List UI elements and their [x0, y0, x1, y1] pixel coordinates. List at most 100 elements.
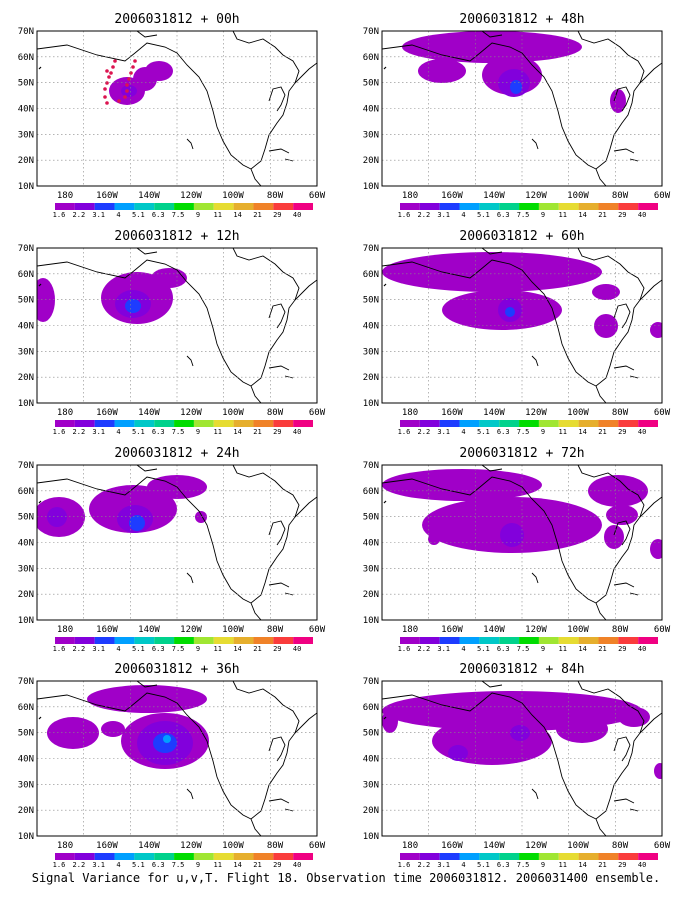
legend-label: 2.2 — [73, 645, 86, 653]
legend-label: 29 — [273, 861, 281, 869]
map-panel: 2006031812 + 84h 70N 60N 50N 40N 30N 20N 10N 180… — [363, 662, 671, 869]
map-frame — [36, 680, 318, 837]
lon-tick-label: 120W — [180, 408, 202, 418]
legend-label: 40 — [638, 428, 646, 436]
legend-swatch — [134, 853, 155, 860]
legend-swatch — [400, 853, 420, 860]
legend-swatch — [273, 637, 294, 644]
lon-tick-label: 180 — [402, 408, 418, 418]
legend-swatch — [459, 420, 480, 427]
legend-label: 11 — [559, 861, 567, 869]
variance-contour — [604, 525, 624, 549]
variance-contour — [650, 322, 662, 338]
legend-swatch — [55, 420, 75, 427]
variance-contour — [618, 707, 650, 727]
panel-title: 2006031812 + 84h — [459, 662, 584, 677]
lon-tick-label: 120W — [525, 625, 547, 635]
legend-swatch — [193, 420, 214, 427]
variance-contour — [382, 469, 542, 501]
legend-label: 3.1 — [92, 861, 105, 869]
legend-label: 14 — [578, 211, 586, 219]
lat-tick-label: 50N — [18, 79, 34, 89]
lat-tick-label: 30N — [363, 347, 379, 357]
legend-swatch — [419, 420, 440, 427]
legend-swatch — [273, 853, 294, 860]
lon-tick-label: 80W — [267, 408, 284, 418]
lon-tick-label: 60W — [309, 841, 326, 851]
legend-swatch — [439, 203, 460, 210]
lat-tick-label: 50N — [363, 79, 379, 89]
variance-contour — [121, 85, 137, 97]
variance-contour — [654, 763, 662, 779]
legend-label: 6.3 — [497, 211, 510, 219]
legend-label: 4 — [116, 211, 120, 219]
legend-swatch — [439, 420, 460, 427]
map-frame — [381, 247, 663, 404]
legend-swatch — [273, 420, 294, 427]
legend-swatch — [519, 203, 539, 210]
legend-label: 1.6 — [53, 861, 66, 869]
legend-label: 9 — [541, 861, 545, 869]
lon-tick-label: 180 — [402, 625, 418, 635]
lon-tick-label: 60W — [654, 841, 671, 851]
map-frame — [381, 464, 663, 621]
legend-label: 5.1 — [477, 428, 490, 436]
map-frame — [381, 30, 663, 187]
legend-swatch — [55, 637, 75, 644]
lat-tick-label: 30N — [363, 780, 379, 790]
legend-label: 29 — [273, 428, 281, 436]
lat-tick-label: 50N — [363, 513, 379, 523]
legend-label: 9 — [196, 428, 200, 436]
legend-swatch — [174, 637, 194, 644]
legend-swatch — [400, 637, 420, 644]
variance-contour — [382, 252, 602, 292]
legend-label: 5.1 — [477, 645, 490, 653]
legend-label: 6.3 — [152, 428, 165, 436]
legend-label: 9 — [196, 861, 200, 869]
legend-label: 40 — [293, 428, 301, 436]
figure-caption: Signal Variance for u,v,T. Flight 18. Ob… — [31, 871, 661, 885]
observation-point — [109, 71, 113, 75]
legend-label: 11 — [214, 428, 222, 436]
legend-swatch — [479, 203, 500, 210]
observation-point — [105, 81, 109, 85]
variance-contour — [418, 59, 466, 83]
lon-tick-label: 80W — [612, 408, 629, 418]
legend-swatch — [538, 853, 559, 860]
lat-tick-label: 40N — [18, 539, 34, 549]
legend-swatch — [578, 853, 599, 860]
legend-swatch — [134, 420, 155, 427]
legend-label: 7.5 — [517, 861, 530, 869]
lon-tick-label: 160W — [441, 408, 463, 418]
legend-label: 21 — [598, 645, 606, 653]
lat-tick-label: 40N — [363, 105, 379, 115]
lon-tick-label: 140W — [138, 625, 160, 635]
legend-label: 5.1 — [132, 428, 145, 436]
lat-tick-label: 10N — [18, 182, 34, 192]
observation-point — [105, 101, 109, 105]
lat-tick-label: 20N — [18, 373, 34, 383]
legend-label: 11 — [559, 645, 567, 653]
legend-label: 1.6 — [398, 645, 411, 653]
lat-tick-label: 70N — [18, 27, 34, 37]
lat-tick-label: 60N — [363, 487, 379, 497]
legend-label: 14 — [578, 645, 586, 653]
lat-tick-label: 60N — [18, 703, 34, 713]
legend-swatch — [618, 203, 639, 210]
lon-tick-label: 100W — [567, 841, 589, 851]
legend-swatch — [499, 203, 520, 210]
legend-swatch — [459, 853, 480, 860]
variance-contour — [151, 268, 187, 288]
lon-tick-label: 160W — [441, 841, 463, 851]
legend-label: 3.1 — [92, 428, 105, 436]
legend-swatch — [293, 203, 313, 210]
legend-swatch — [74, 853, 95, 860]
legend-swatch — [538, 203, 559, 210]
legend-swatch — [174, 420, 194, 427]
legend-swatch — [94, 853, 115, 860]
lon-tick-label: 80W — [267, 191, 284, 201]
legend-swatch — [213, 203, 234, 210]
lat-tick-label: 20N — [363, 156, 379, 166]
legend-swatch — [558, 637, 579, 644]
legend-swatch — [459, 637, 480, 644]
